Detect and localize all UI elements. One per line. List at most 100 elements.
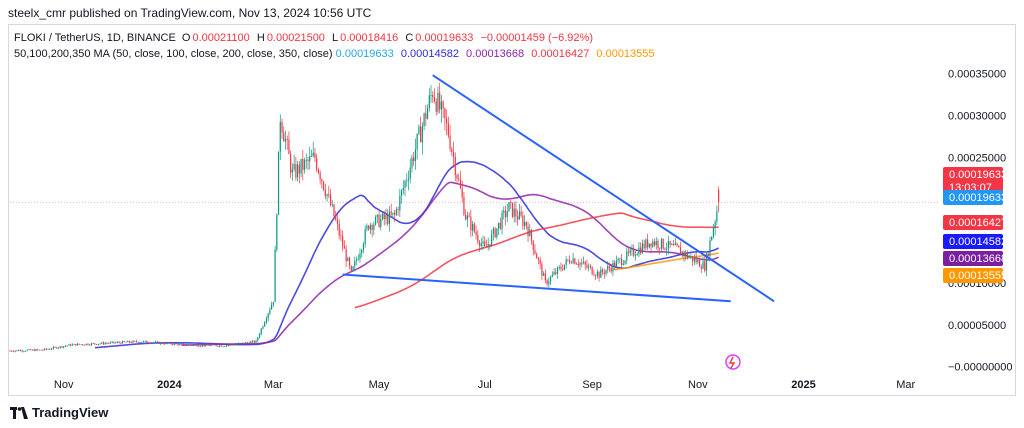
chart-frame[interactable] [8,24,1016,396]
candle-body [260,328,262,335]
candle-body [541,263,543,276]
candle-body [437,92,439,112]
candle-body [142,341,145,343]
candle-body [641,243,643,254]
candle-body [390,211,392,215]
candle-body [672,244,675,246]
candle-body [702,261,704,269]
open-value: 0.00021100 [192,32,250,44]
x-tick-label: Sep [582,379,602,391]
footer-brand-label: TradingView [32,405,109,420]
low-value: 0.00018416 [340,32,399,44]
candle-body [626,251,628,261]
ma-title[interactable]: 50,100,200,350 MA (50, close, 100, close… [14,48,333,60]
candle-body [277,151,280,215]
candle-body [217,346,219,347]
candle-body [222,346,224,348]
candle-body [555,272,557,274]
candle-body [627,251,630,253]
candle-body [633,248,635,256]
price-tag [943,190,1003,205]
candle-body [44,348,46,351]
candle-body [170,342,172,345]
candle-body [312,152,314,157]
candle-body [430,94,432,96]
candle-body [581,262,583,264]
candle-body [596,271,598,276]
candle-body [452,152,455,157]
candle-body [212,344,214,346]
candle-body [160,342,162,344]
candle-body [534,250,536,254]
candle-body [290,153,292,173]
candle-body [368,225,370,230]
candle-body [537,258,540,260]
candle-body [373,224,375,230]
candle-body [153,342,155,344]
candle-body [99,343,101,345]
candle-body [620,258,623,265]
candle-body [120,342,122,344]
candle-body [595,275,597,277]
candle-body [70,344,72,346]
candle-body [399,195,401,211]
candle-body [487,243,489,247]
candle-body [18,350,20,352]
y-tick-label: 0.00035000 [948,69,1006,81]
candle-body [227,345,229,346]
candle-body [397,209,399,211]
candle-body [113,341,115,343]
candle-body [146,340,148,343]
candle-body [231,344,233,346]
candle-body [543,273,545,276]
ma350-line [614,252,719,271]
chart-legend: FLOKI / TetherUS, 1D, BINANCE O 0.0002110… [14,30,659,62]
candle-body [331,204,333,206]
ohlc-row: FLOKI / TetherUS, 1D, BINANCE O 0.0002110… [14,30,659,46]
candle-body [307,159,309,162]
trendline-lower[interactable] [342,273,731,303]
candle-body [264,322,266,327]
candle-body [310,156,313,157]
candle-body [64,345,67,347]
candle-body [348,257,351,266]
footer-brand: TradingView [10,405,108,420]
candle-body [54,347,56,348]
low-key: L [332,32,339,44]
candle-body [30,349,32,351]
candle-body [141,342,143,343]
candle-body [577,264,579,266]
candle-body [409,167,411,179]
candle-body [14,350,16,352]
candle-body [106,343,108,344]
candle-body [567,259,569,261]
close-value: 0.00019633 [415,32,474,44]
candle-body [11,350,13,352]
symbol-label[interactable]: FLOKI / TetherUS, 1D, BINANCE [14,32,176,44]
candle-body [47,349,49,350]
candle-body [213,344,216,346]
candle-body [191,345,193,346]
candle-body [414,149,417,162]
candle-body [718,189,720,203]
candle-body [709,240,711,256]
replay-icon[interactable] [725,354,741,370]
candle-body [477,235,479,242]
candle-body [504,210,507,218]
price-tag [943,215,1003,230]
candle-body [234,344,236,346]
candle-body [158,341,160,344]
candle-body [144,340,146,342]
candle-body [582,261,585,264]
candle-body [591,266,593,275]
price-tag-label: 0.00014582 [949,236,1007,248]
candle-body [515,208,517,217]
candle-body [423,113,425,127]
candle-body [406,180,408,182]
candle-body [435,101,437,112]
candle-body [122,341,124,344]
x-tick-label: Nov [54,379,74,391]
candle-body [342,236,344,247]
trendline-upper[interactable] [432,74,775,303]
